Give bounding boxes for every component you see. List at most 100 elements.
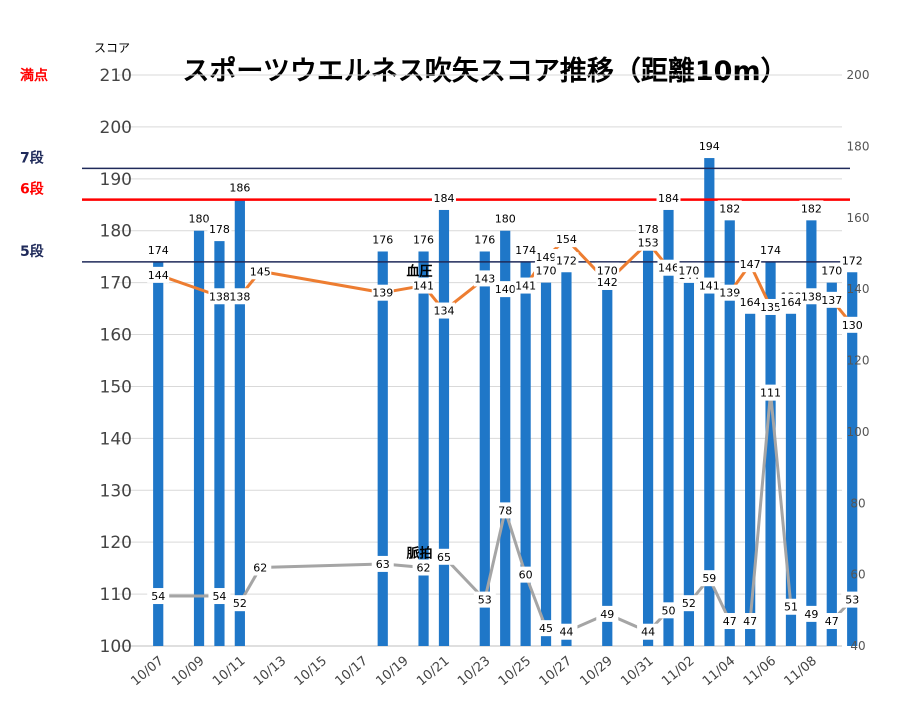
score-bar bbox=[500, 230, 511, 646]
blood-pressure-label: 147 bbox=[740, 258, 761, 271]
blood-pressure-label-bg bbox=[371, 284, 394, 301]
score-label: 172 bbox=[842, 254, 863, 267]
pulse-label-bg bbox=[820, 613, 843, 630]
reference-lines: 満点 7段 6段 5段 bbox=[20, 67, 850, 263]
x-tick-label: 10/21 bbox=[414, 654, 452, 690]
blood-pressure-label-bg bbox=[514, 277, 537, 294]
y-tick-label: 200 bbox=[100, 118, 132, 138]
score-label: 178 bbox=[209, 223, 230, 236]
x-tick-label: 10/13 bbox=[251, 654, 289, 690]
score-bar bbox=[847, 272, 858, 646]
score-label: 174 bbox=[148, 244, 169, 257]
score-label: 194 bbox=[699, 140, 720, 153]
pulse-label-bg bbox=[698, 570, 721, 587]
blood-pressure-label-bg bbox=[228, 288, 251, 305]
blood-pressure-label: 153 bbox=[638, 237, 659, 250]
pulse-label-bg bbox=[371, 555, 394, 572]
score-label: 174 bbox=[515, 244, 536, 257]
pulse-label-bg bbox=[759, 384, 782, 401]
x-tick-label: 11/08 bbox=[782, 654, 820, 690]
pulse-label: 54 bbox=[212, 590, 226, 603]
score-label: 176 bbox=[413, 233, 434, 246]
score-bar bbox=[765, 261, 776, 646]
score-label: 176 bbox=[372, 233, 393, 246]
blood-pressure-label: 149 bbox=[536, 251, 557, 264]
pulse-label-bg bbox=[473, 591, 496, 608]
score-bar bbox=[826, 282, 837, 646]
score-label-bg bbox=[187, 210, 212, 226]
score-label-bg bbox=[778, 293, 803, 309]
pulse-label: 50 bbox=[662, 604, 676, 617]
y-tick-label: 210 bbox=[100, 66, 132, 86]
y2-tick-label: 100 bbox=[847, 425, 870, 439]
blood-pressure-label: 141 bbox=[515, 280, 536, 293]
blood-pressure-label-bg bbox=[208, 288, 231, 305]
pulse-label-bg bbox=[208, 588, 231, 605]
y2-tick-label: 200 bbox=[847, 68, 870, 82]
x-axis-ticks: 10/07 10/09 10/11 10/13 10/15 10/17 10/19 10/21… bbox=[128, 654, 820, 690]
pulse-label: 78 bbox=[498, 504, 512, 517]
pulse-label: 52 bbox=[682, 597, 696, 610]
blood-pressure-label: 138 bbox=[209, 290, 230, 303]
pulse-label: 53 bbox=[478, 594, 492, 607]
pulse-label: 111 bbox=[760, 387, 781, 400]
score-label: 174 bbox=[760, 244, 781, 257]
blood-pressure-label: 145 bbox=[250, 265, 271, 278]
pulse-label: 52 bbox=[233, 597, 247, 610]
pulse-label-bg bbox=[432, 548, 455, 565]
blood-pressure-label: 143 bbox=[474, 272, 495, 285]
score-label-bg bbox=[554, 252, 579, 268]
blood-pressure-label-bg bbox=[535, 249, 558, 266]
pulse-label: 49 bbox=[804, 608, 818, 621]
score-bar bbox=[234, 199, 245, 646]
blood-pressure-label: 139 bbox=[372, 287, 393, 300]
blood-pressure-label: 130 bbox=[842, 319, 863, 332]
pulse-label-bg bbox=[739, 613, 762, 630]
pulse-label: 44 bbox=[559, 626, 573, 639]
blood-pressure-label-bg bbox=[759, 298, 782, 315]
score-label-bg bbox=[513, 241, 538, 257]
score-label: 170 bbox=[821, 265, 842, 278]
blood-pressure-label-bg bbox=[147, 266, 170, 283]
x-tick-label: 11/06 bbox=[741, 654, 779, 690]
x-tick-label: 10/07 bbox=[128, 654, 166, 690]
blood-pressure-label: 140 bbox=[495, 283, 516, 296]
x-tick-label: 10/23 bbox=[455, 654, 493, 690]
score-label-bg bbox=[227, 179, 252, 195]
blood-pressure-label-bg bbox=[820, 291, 843, 308]
score-label-bg bbox=[656, 189, 681, 205]
y2-tick-label: 40 bbox=[850, 639, 865, 653]
score-label: 176 bbox=[474, 233, 495, 246]
y2-tick-label: 80 bbox=[850, 496, 865, 510]
score-label-bg bbox=[207, 221, 232, 237]
score-bar bbox=[520, 261, 531, 646]
score-label-bg bbox=[799, 200, 824, 216]
score-bar bbox=[540, 282, 552, 646]
score-bar bbox=[683, 282, 695, 646]
blood-pressure-label: 144 bbox=[148, 269, 169, 282]
y-tick-label: 180 bbox=[100, 222, 132, 242]
blood-pressure-series-name: 血圧 bbox=[407, 264, 433, 280]
pulse-label-bg bbox=[228, 595, 251, 612]
score-label-bg bbox=[370, 231, 395, 247]
blood-pressure-label-bg bbox=[657, 259, 680, 276]
x-tick-label: 11/04 bbox=[700, 654, 738, 690]
pulse-label: 62 bbox=[253, 561, 267, 574]
blood-pressure-label-bg bbox=[698, 277, 721, 294]
y-tick-label: 160 bbox=[100, 326, 132, 346]
pulse-label: 44 bbox=[641, 626, 655, 639]
blood-pressure-label: 138 bbox=[801, 290, 822, 303]
x-tick-label: 10/15 bbox=[292, 654, 330, 690]
score-bar bbox=[479, 251, 490, 646]
pulse-label-bg bbox=[147, 588, 170, 605]
pulse-label: 49 bbox=[600, 608, 614, 621]
pulse-label-bg bbox=[779, 598, 802, 615]
score-label: 172 bbox=[556, 254, 577, 267]
score-label: 178 bbox=[638, 223, 659, 236]
score-label: 186 bbox=[229, 182, 250, 195]
blood-pressure-label: 135 bbox=[760, 301, 781, 314]
score-bar bbox=[214, 241, 225, 647]
